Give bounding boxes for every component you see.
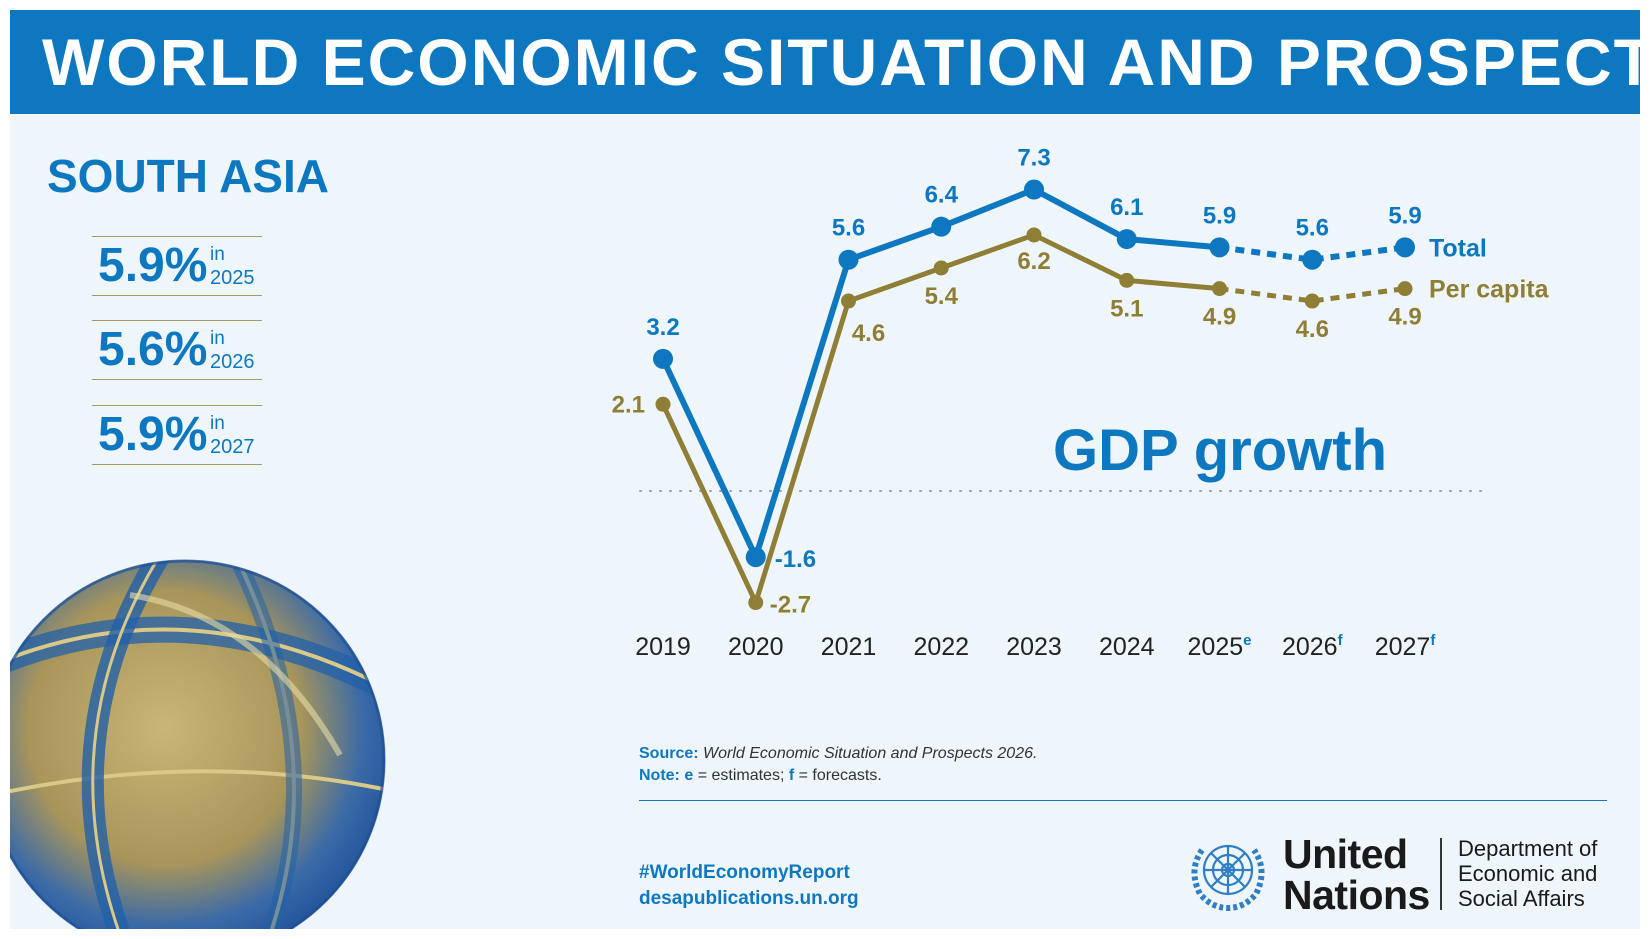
data-label: 5.6: [1296, 215, 1329, 242]
data-point: [931, 216, 952, 237]
highlight-value: 5.9%: [98, 408, 208, 461]
data-point: [748, 595, 764, 611]
banner-title-text: WORLD ECONOMIC SITUATION AND PROSPECTS: [42, 25, 1640, 99]
data-label: 5.4: [925, 283, 959, 310]
footer-divider: [639, 800, 1607, 801]
data-point: [1395, 237, 1415, 258]
data-label: 4.6: [1296, 316, 1329, 343]
x-tick-label: 2019: [635, 633, 691, 661]
note-f-key: f: [788, 767, 795, 784]
x-tick-label: 2024: [1099, 633, 1155, 661]
desa-line3: Social Affairs: [1458, 886, 1585, 911]
highlight-in-label: in: [210, 328, 225, 349]
series-layer: 3.2 -1.6 5.6 6.4 7.3 6.1 5.9 5.6 5.9 Total 2.1 -2.7…: [612, 145, 1550, 619]
data-point: [745, 547, 766, 568]
data-point: [841, 293, 856, 309]
data-point: [1397, 281, 1413, 297]
desa-wordmark: Department of Economic and Social Affairs: [1458, 836, 1597, 911]
note-f-text: = forecasts.: [794, 767, 882, 784]
data-point: [1302, 249, 1323, 270]
globe-gridlines: [10, 560, 385, 929]
source-label: Source:: [639, 745, 699, 762]
data-label: 5.9: [1388, 202, 1421, 229]
data-label: 5.6: [832, 215, 865, 242]
data-point: [1209, 237, 1230, 258]
tick-superscript: f: [1430, 632, 1436, 649]
source-line: Source: World Economic Situation and Pro…: [639, 745, 1037, 763]
globe-illustration: [10, 559, 386, 929]
website-link[interactable]: desapublications.un.org: [639, 888, 859, 909]
x-tick-label: 2025e: [1188, 632, 1252, 661]
note-e-text: = estimates;: [693, 767, 789, 784]
tick-superscript: e: [1243, 632, 1251, 649]
data-point: [653, 348, 673, 369]
data-label: -1.6: [775, 546, 816, 573]
data-label: 4.6: [852, 320, 885, 347]
highlight-year: 2026: [210, 351, 255, 373]
x-tick-label: 2021: [821, 633, 877, 661]
source-text: World Economic Situation and Prospects 2…: [703, 745, 1038, 762]
data-label: 7.3: [1017, 145, 1050, 172]
highlight-in-label: in: [210, 413, 225, 434]
data-point: [1212, 281, 1227, 297]
x-tick-label: 2027f: [1375, 632, 1437, 661]
data-label: 5.1: [1110, 295, 1143, 322]
highlight-2027: 5.9% in 2027: [92, 405, 262, 465]
highlight-year: 2025: [210, 267, 255, 289]
data-label: 6.1: [1110, 194, 1143, 221]
data-label: -2.7: [770, 592, 811, 619]
highlight-year: 2027: [210, 436, 255, 458]
note-line: Note: e = estimates; f = forecasts.: [639, 767, 882, 785]
hashtag: #WorldEconomyReport: [639, 862, 850, 883]
series-total: 3.2 -1.6 5.6 6.4 7.3 6.1 5.9 5.6 5.9 Total: [646, 145, 1487, 574]
highlight-value: 5.6%: [98, 323, 208, 376]
x-tick-label: 2022: [913, 633, 969, 661]
series-line-actual: [660, 186, 1220, 561]
highlight-2026: 5.6% in 2026: [92, 320, 262, 380]
un-wordmark: United Nations: [1283, 834, 1430, 916]
note-label: Note:: [639, 767, 680, 784]
header-banner: WORLD ECONOMIC SITUATION AND PROSPECTS 2…: [10, 10, 1640, 114]
data-point: [933, 260, 949, 276]
desa-line2: Economic and: [1458, 861, 1598, 886]
data-point: [655, 396, 671, 412]
data-point: [1304, 293, 1320, 309]
banner-title: WORLD ECONOMIC SITUATION AND PROSPECTS 2…: [42, 24, 1640, 100]
note-e-key: e: [684, 767, 694, 784]
gdp-growth-chart: GDP growth 3.2 -1.6 5.6 6.4 7.3 6.1 5.9 5.6 5.9 T…: [612, 145, 1550, 661]
data-point: [838, 249, 859, 270]
x-tick-label: 2020: [728, 633, 784, 661]
region-title: SOUTH ASIA: [47, 150, 329, 202]
chart-title: GDP growth: [1053, 418, 1387, 483]
x-tick-label: 2026f: [1282, 632, 1344, 661]
highlight-2025: 5.9% in 2025: [92, 236, 262, 296]
series-per-capita: 2.1 -2.7 4.6 5.4 6.2 5.1 4.9 4.6 4.9 Per capita: [612, 227, 1550, 619]
series-name-label: Total: [1429, 234, 1487, 262]
data-label: 4.9: [1388, 304, 1421, 331]
series-name-label: Per capita: [1429, 276, 1550, 304]
data-label: 5.9: [1203, 202, 1236, 229]
x-tick-label: 2023: [1006, 633, 1062, 661]
un-line2: Nations: [1283, 872, 1430, 918]
un-emblem-icon: [1191, 844, 1265, 912]
infographic-card: WORLD ECONOMIC SITUATION AND PROSPECTS 2…: [10, 10, 1640, 929]
un-line1: United: [1283, 831, 1408, 877]
tick-superscript: f: [1338, 632, 1344, 649]
data-point: [1026, 227, 1042, 243]
data-label: 2.1: [612, 391, 645, 418]
data-label: 6.4: [925, 182, 959, 209]
highlight-value: 5.9%: [98, 239, 208, 292]
data-point: [1024, 179, 1044, 200]
data-point: [1119, 272, 1135, 288]
logo-divider: [1440, 838, 1442, 910]
data-label: 3.2: [646, 314, 679, 341]
data-point: [1116, 229, 1137, 250]
x-axis: 2019 2020 2021 2022 2023 2024 2025e 2026f 2027f: [635, 632, 1436, 661]
desa-line1: Department of: [1458, 836, 1598, 861]
highlight-in-label: in: [210, 244, 225, 265]
data-label: 6.2: [1017, 248, 1050, 275]
data-label: 4.9: [1203, 304, 1236, 331]
